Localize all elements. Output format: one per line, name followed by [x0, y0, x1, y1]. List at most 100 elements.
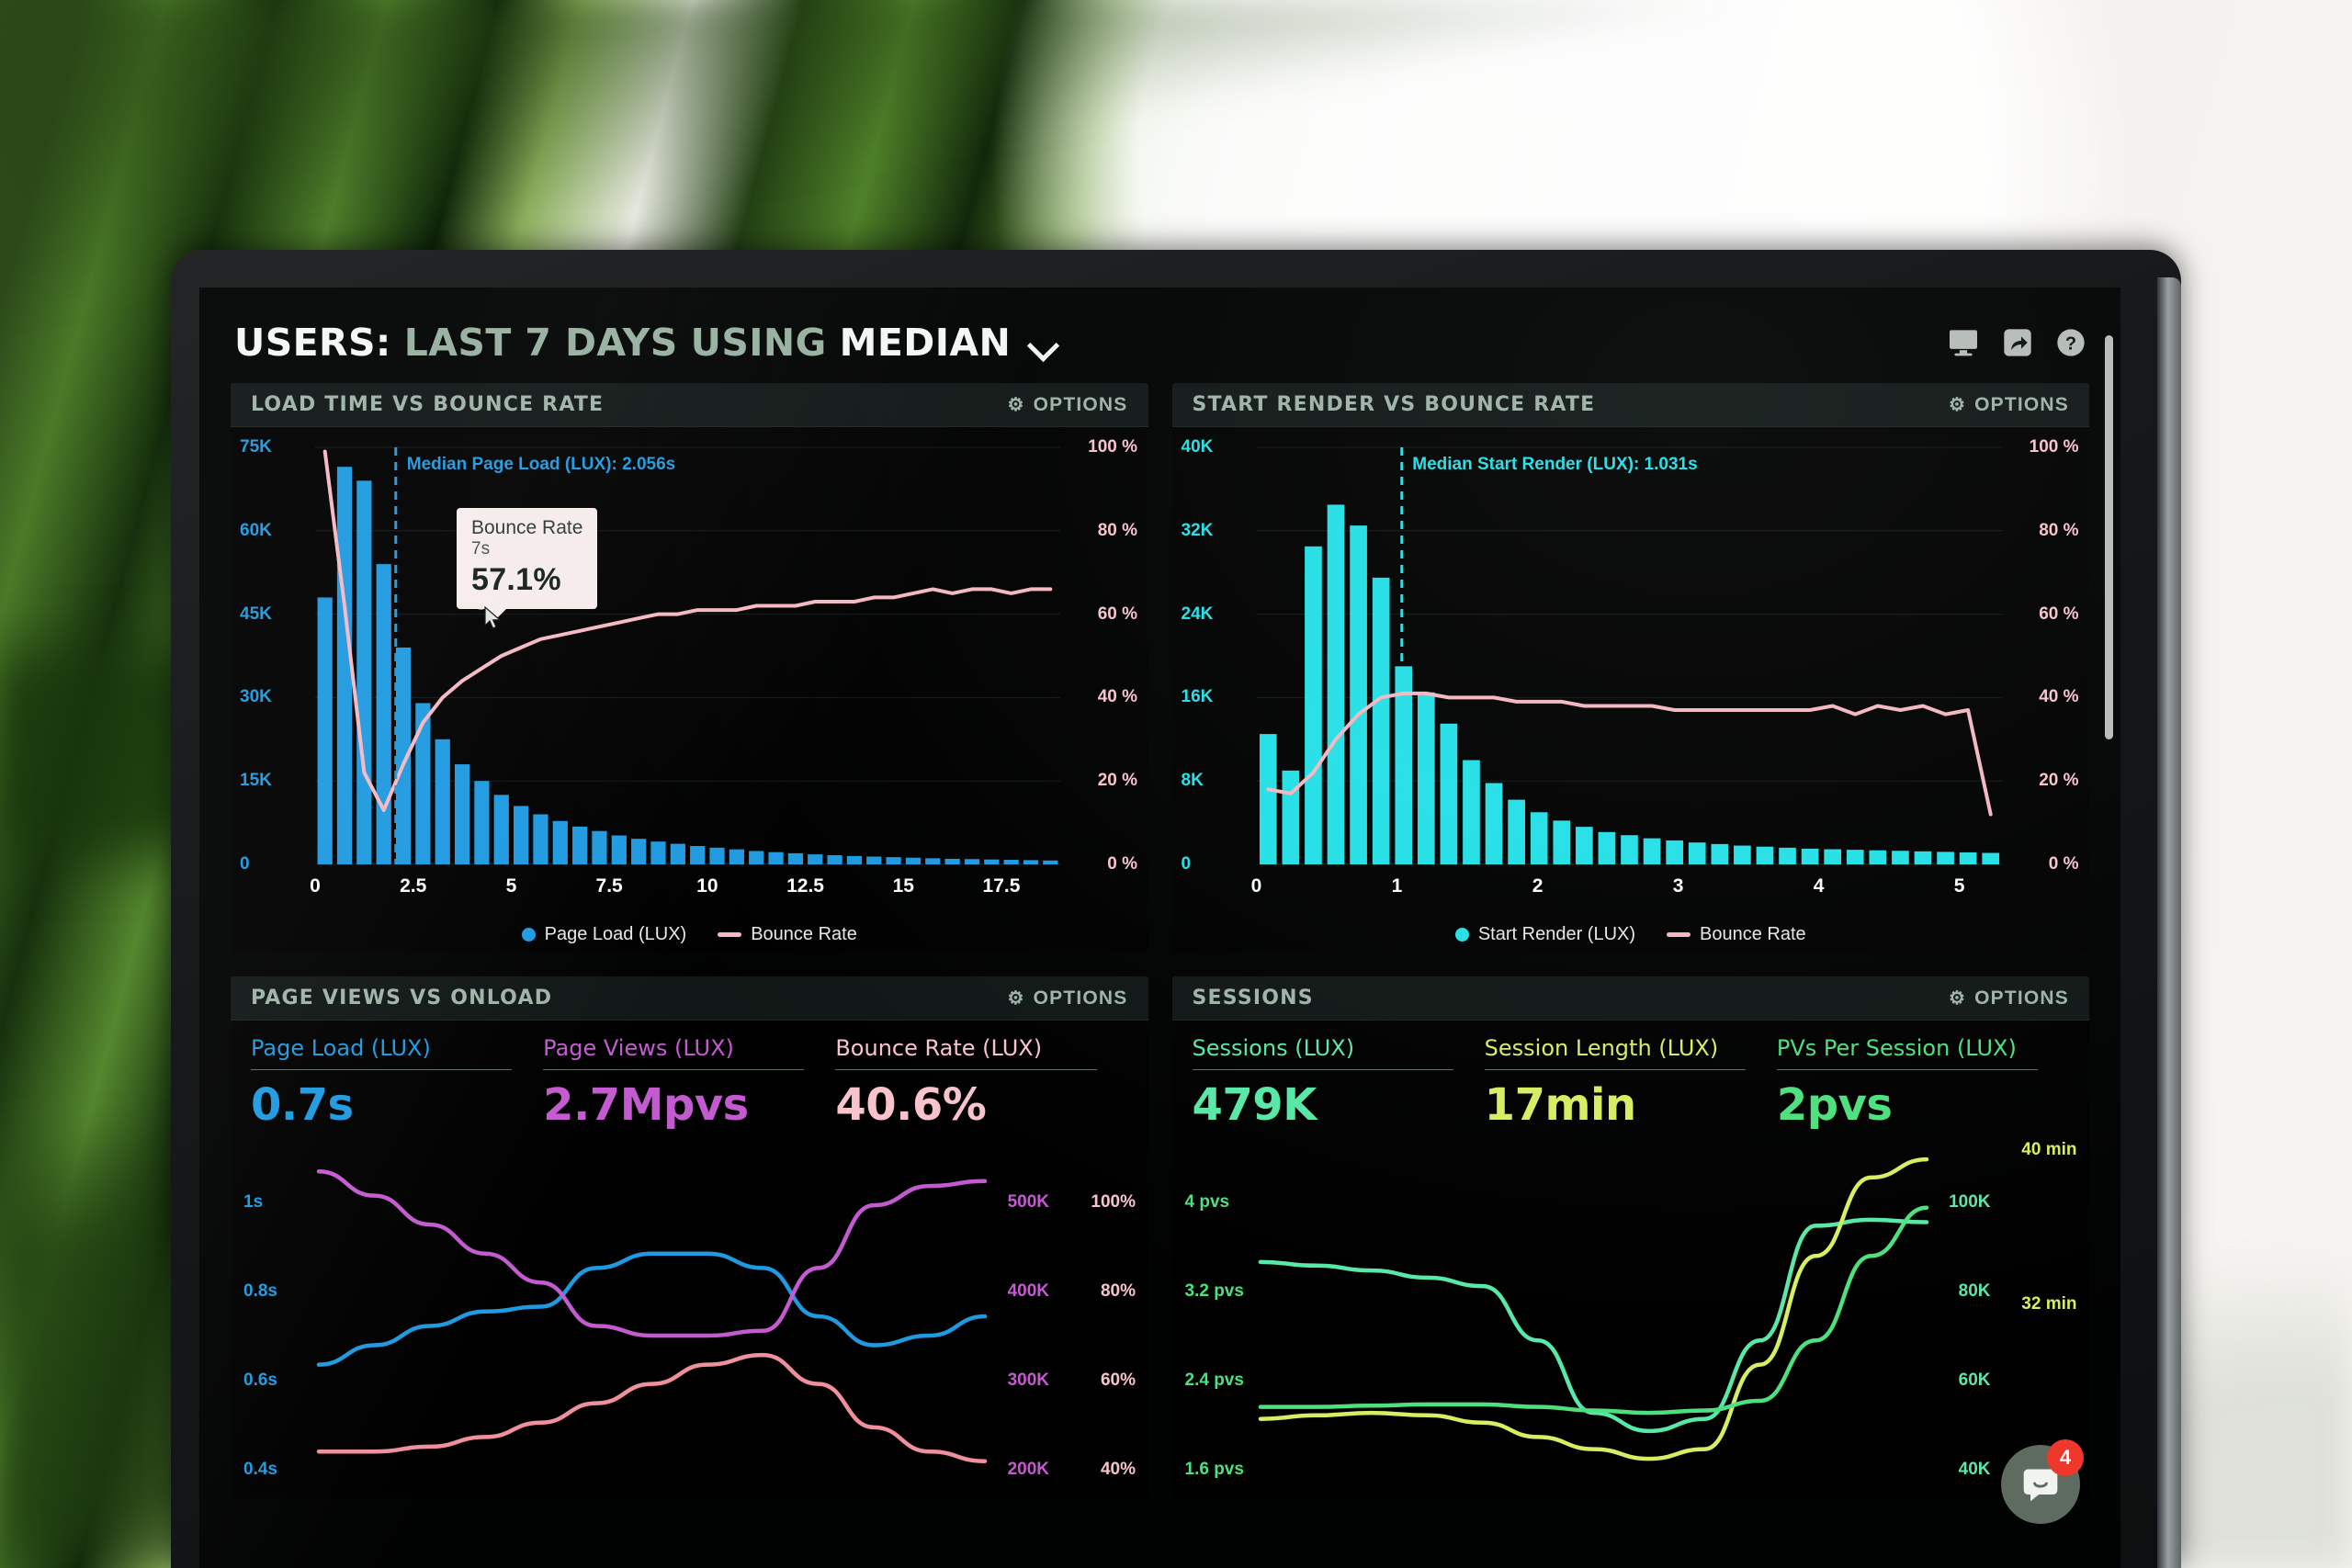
gear-icon: ⚙ [1007, 988, 1025, 1009]
options-button[interactable]: ⚙ OPTIONS [1007, 987, 1127, 1010]
panel-page-views: PAGE VIEWS VS ONLOAD ⚙ OPTIONS Page Load… [231, 976, 1148, 1498]
axis-tick: 0.8s [243, 1280, 277, 1301]
panel-load-time: LOAD TIME VS BOUNCE RATE ⚙ OPTIONS 0 15K 3… [231, 383, 1148, 953]
axis-tick: 60 % [1097, 604, 1137, 624]
panel-header: LOAD TIME VS BOUNCE RATE ⚙ OPTIONS [231, 383, 1148, 427]
axis-tick: 5 [1953, 875, 1965, 897]
legend-line-icon [1667, 932, 1691, 937]
legend-item[interactable]: Bounce Rate [1667, 924, 1806, 945]
legend-label: Bounce Rate [1700, 924, 1806, 944]
laptop-screen: USERS: LAST 7 DAYS USING MEDIAN ? [199, 288, 2120, 1568]
axis-tick: 1s [243, 1192, 264, 1213]
panel-sessions: SESSIONS ⚙ OPTIONS Sessions (LUX) 479K [1171, 976, 2089, 1498]
axis-tick: 200K [1007, 1459, 1049, 1479]
axis-tick: 1 [1391, 875, 1403, 897]
axis-tick: 24K [1181, 604, 1214, 624]
axis-tick: 0 % [2048, 854, 2079, 874]
axis-tick: 4 pvs [1184, 1192, 1230, 1213]
panel-header: START RENDER VS BOUNCE RATE ⚙ OPTIONS [1171, 383, 2089, 427]
chat-widget[interactable]: 4 [2001, 1439, 2084, 1524]
legend-label: Page Load (LUX) [544, 924, 687, 944]
axis-tick: 80K [1958, 1280, 1991, 1301]
axis-tick: 100 % [2029, 437, 2079, 457]
axis-tick: 3.2 pvs [1184, 1280, 1244, 1301]
metric-value: 17min [1484, 1079, 1636, 1131]
options-button[interactable]: ⚙ OPTIONS [1949, 987, 2069, 1010]
chart-legend: Start Render (LUX) Bounce Rate [1172, 924, 2090, 945]
axis-tick: 12.5 [786, 875, 824, 897]
legend-item[interactable]: Bounce Rate [718, 924, 857, 945]
axis-tick: 60K [240, 520, 272, 540]
axis-tick: 0 [310, 875, 321, 897]
metric-label: Session Length (LUX) [1484, 1035, 1719, 1061]
axis-tick: 2.4 pvs [1184, 1370, 1244, 1390]
legend-label: Bounce Rate [751, 924, 857, 944]
axis-tick: 20 % [2039, 771, 2079, 791]
metric-page-views: Page Views (LUX) 2.7Mpvs [543, 1035, 835, 1131]
panel-grid: LOAD TIME VS BOUNCE RATE ⚙ OPTIONS 0 15K 3… [231, 383, 2089, 1498]
panel-header: PAGE VIEWS VS ONLOAD ⚙ OPTIONS [231, 976, 1148, 1021]
axis-tick: 0 % [1107, 854, 1137, 874]
axis-tick: 300K [1007, 1370, 1049, 1390]
legend-item[interactable]: Page Load (LUX) [521, 924, 687, 945]
share-icon[interactable] [2003, 328, 2032, 357]
panel-title: PAGE VIEWS VS ONLOAD [251, 987, 553, 1010]
tooltip-value: 57.1% [471, 562, 561, 598]
mouse-cursor [483, 605, 502, 631]
axis-tick: 45K [240, 604, 272, 624]
axis-tick: 400K [1007, 1280, 1049, 1301]
metric-label: Bounce Rate (LUX) [835, 1035, 1043, 1061]
panel-title: START RENDER VS BOUNCE RATE [1192, 393, 1596, 416]
title-range: LAST 7 DAYS [403, 321, 678, 365]
axis-tick: 80 % [2039, 520, 2079, 540]
dashboard: USERS: LAST 7 DAYS USING MEDIAN ? [199, 288, 2120, 1568]
axis-tick: 32 min [2021, 1293, 2077, 1314]
options-label: OPTIONS [1033, 393, 1128, 415]
chart-load-time: 0 15K 30K 45K 60K 75K 0 % 20 % 40 % 60 % 80 % 100 %… [231, 427, 1148, 953]
axis-tick: 0 [1181, 854, 1192, 874]
axis-tick: 100K [1949, 1192, 1991, 1213]
title-metric: MEDIAN [839, 321, 1012, 365]
axis-tick: 0 [1250, 875, 1262, 897]
median-line-label: Median Page Load (LUX): 2.056s [406, 455, 676, 474]
panel-title: SESSIONS [1192, 987, 1314, 1010]
axis-tick: 100% [1091, 1192, 1136, 1213]
axis-tick: 3 [1672, 875, 1684, 897]
title-users: USERS: [234, 321, 391, 365]
options-button[interactable]: ⚙ OPTIONS [1949, 393, 2069, 416]
axis-tick: 15K [240, 771, 272, 791]
page-title[interactable]: USERS: LAST 7 DAYS USING MEDIAN [234, 321, 1057, 365]
axis-tick: 17.5 [982, 875, 1021, 897]
axis-tick: 75K [240, 437, 272, 457]
panel-title: LOAD TIME VS BOUNCE RATE [251, 393, 605, 416]
axis-tick: 30K [240, 687, 272, 707]
tooltip-sub: 7s [471, 539, 491, 559]
axis-tick: 40 % [2039, 687, 2079, 707]
divider [543, 1069, 805, 1070]
chart-legend: Page Load (LUX) Bounce Rate [231, 924, 1148, 945]
axis-tick: 5 [505, 875, 517, 897]
options-button[interactable]: ⚙ OPTIONS [1007, 393, 1127, 416]
metric-label: Sessions (LUX) [1192, 1035, 1355, 1061]
metric-value: 40.6% [835, 1079, 987, 1131]
help-icon[interactable]: ? [2056, 328, 2086, 357]
metric-label: PVs Per Session (LUX) [1776, 1035, 2017, 1061]
divider [835, 1069, 1097, 1070]
metric-page-load: Page Load (LUX) 0.7s [251, 1035, 543, 1131]
axis-tick: 60% [1100, 1370, 1136, 1390]
median-line-label: Median Start Render (LUX): 1.031s [1412, 455, 1698, 474]
legend-item[interactable]: Start Render (LUX) [1454, 924, 1636, 945]
monitor-icon[interactable] [1948, 329, 1979, 356]
axis-tick: 40% [1100, 1459, 1136, 1479]
axis-tick: 0 [240, 854, 250, 874]
scrollbar[interactable] [2105, 335, 2113, 739]
metric-pvs-per-session: PVs Per Session (LUX) 2pvs [1776, 1035, 2069, 1131]
chevron-down-icon[interactable] [1029, 329, 1057, 356]
axis-tick: 60 % [2039, 604, 2079, 624]
divider [1192, 1069, 1453, 1070]
legend-label: Start Render (LUX) [1477, 924, 1636, 944]
chat-icon [2023, 1469, 2058, 1502]
axis-tick: 40K [1181, 437, 1214, 457]
metric-sessions: Sessions (LUX) 479K [1192, 1035, 1485, 1131]
axis-tick: 0.4s [243, 1459, 277, 1479]
